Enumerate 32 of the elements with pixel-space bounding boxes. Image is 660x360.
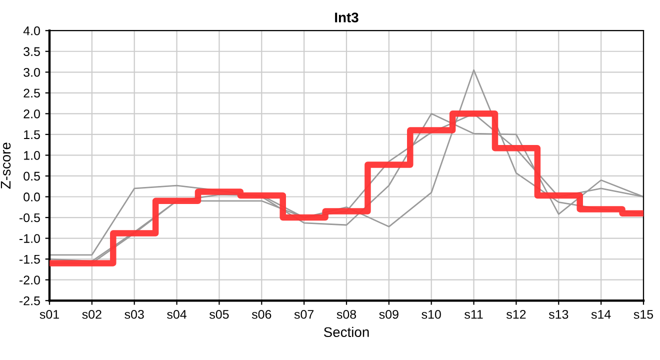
y-axis-title: Z-score [0, 142, 11, 189]
x-tick-label: s15 [634, 310, 654, 319]
x-tick-label: s09 [379, 310, 398, 319]
x-tick-label: s13 [548, 310, 568, 319]
x-tick-label: s03 [124, 310, 144, 319]
x-tick-label: s01 [40, 310, 59, 319]
y-tick-label: 2.0 [24, 109, 40, 118]
y-tick-label: 0.5 [24, 172, 40, 181]
x-tick-label: s12 [506, 310, 526, 319]
y-tick-label: 3.0 [24, 68, 40, 77]
y-tick-label: 2.5 [24, 88, 40, 98]
x-tick-label: s08 [336, 310, 356, 319]
x-tick-label: s06 [252, 310, 272, 319]
x-axis-title: Section [324, 326, 369, 338]
x-tick-label: s04 [167, 310, 186, 319]
chart-title: Int3 [335, 12, 358, 22]
x-tick-label: s14 [591, 310, 611, 319]
y-tick-label: 3.5 [24, 47, 40, 56]
x-tick-label: s02 [82, 310, 102, 319]
y-tick-label: 1.5 [24, 130, 40, 140]
y-tick-label: 4.0 [23, 26, 40, 36]
x-tick-label: s05 [209, 310, 229, 319]
x-tick-label: s07 [294, 310, 314, 319]
y-tick-label: -0.5 [19, 213, 40, 222]
y-tick-label: 0.0 [24, 192, 40, 202]
y-tick-label: 1.0 [24, 151, 40, 160]
y-tick-label: -1.0 [19, 234, 40, 243]
y-tick-label: -2.5 [19, 296, 40, 306]
y-tick-label: -2.0 [19, 276, 40, 284]
x-tick-label: s11 [464, 310, 483, 319]
y-tick-label: -1.5 [19, 254, 40, 264]
x-tick-label: s10 [422, 310, 441, 319]
